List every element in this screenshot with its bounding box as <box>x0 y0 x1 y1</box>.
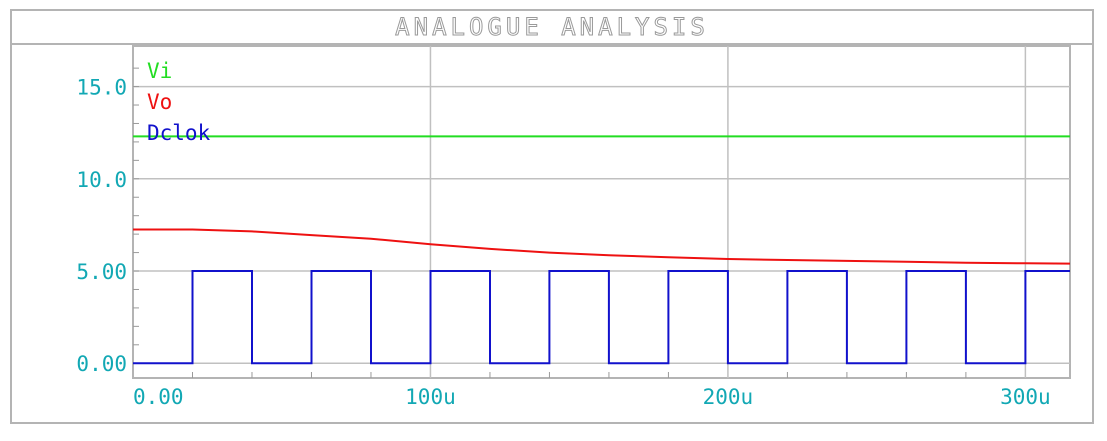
chart-window: ANALOGUE ANALYSIS <box>10 9 1094 424</box>
x-tick-label: 200u <box>703 385 754 409</box>
y-tick-label: 10.0 <box>76 168 127 192</box>
plot-area-border <box>132 45 1071 379</box>
x-tick-label: 0.00 <box>133 385 184 409</box>
legend-entry-vi: Vi <box>147 59 172 83</box>
y-tick-label: 0.00 <box>76 352 127 376</box>
y-tick-label: 15.0 <box>76 76 127 100</box>
x-tick-label: 300u <box>1000 385 1051 409</box>
chart-title: ANALOGUE ANALYSIS <box>12 11 1092 45</box>
y-tick-label: 5.00 <box>76 260 127 284</box>
legend-entry-dclok: Dclok <box>147 121 211 145</box>
series-line-dclok <box>133 270 1070 365</box>
x-tick-label: 100u <box>405 385 456 409</box>
legend-entry-vo: Vo <box>147 90 172 114</box>
series-line-vo <box>133 228 1071 265</box>
